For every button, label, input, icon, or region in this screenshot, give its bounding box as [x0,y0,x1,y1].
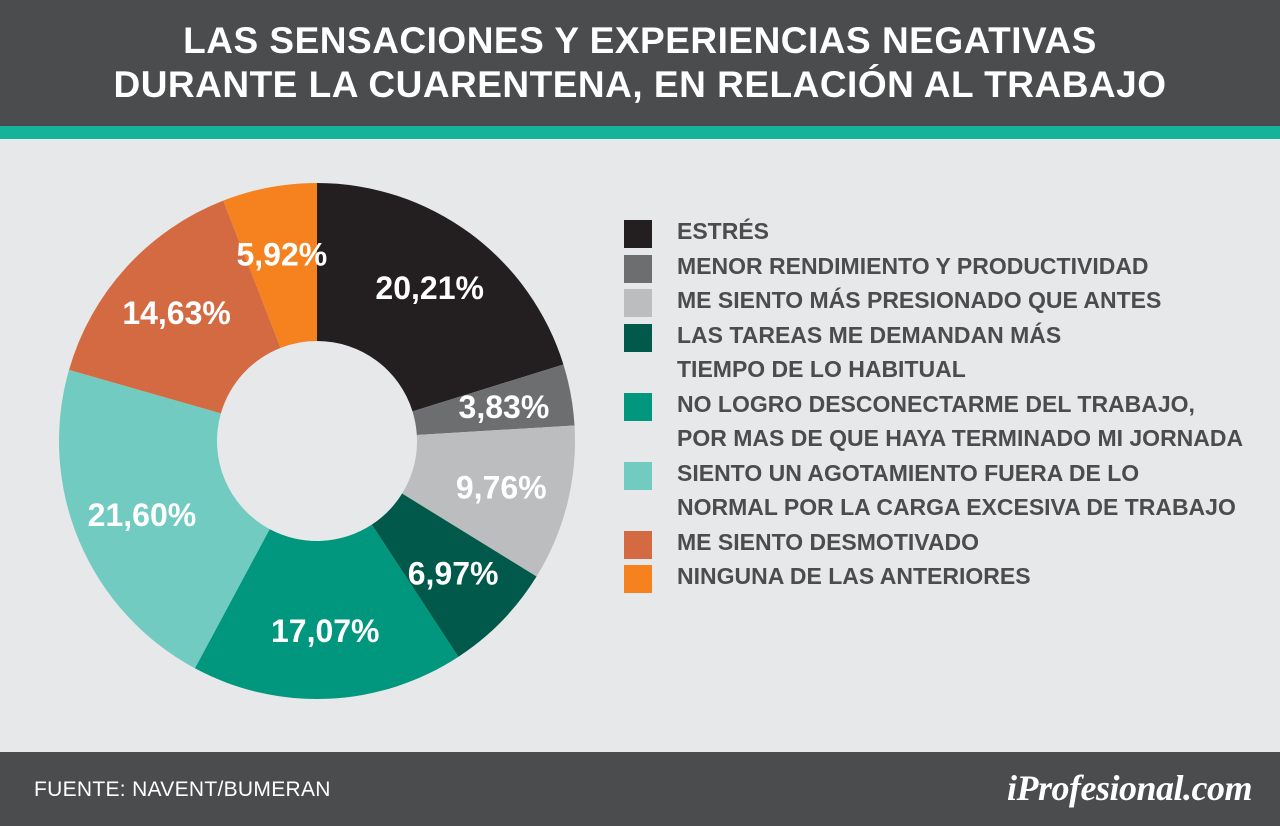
slice-label-desmotivado: 14,63% [122,295,231,331]
legend-label: SIENTO UN AGOTAMIENTO FUERA DE LO [677,459,1140,486]
legend-item-presionado: ME SIENTO MÁS PRESIONADO QUE ANTES [624,283,1264,318]
legend-item-agotamiento: SIENTO UN AGOTAMIENTO FUERA DE LO NORMAL … [624,456,1264,525]
legend-item-desconectarme: NO LOGRO DESCONECTARME DEL TRABAJO, POR M… [624,387,1264,456]
legend-label: ME SIENTO MÁS PRESIONADO QUE ANTES [677,287,1162,313]
title-line-1: LAS SENSACIONES Y EXPERIENCIAS NEGATIVAS [183,20,1097,61]
slice-label-menor-rendimiento: 3,83% [459,389,550,425]
legend: ESTRÉS MENOR RENDIMIENTO Y PRODUCTIVIDAD M… [624,214,1264,594]
legend-label: NO LOGRO DESCONECTARME DEL TRABAJO, [677,390,1195,417]
brand-logo: iProfesional.com [1007,768,1252,808]
donut-chart: 20,21% 3,83% 9,76% 6,97% 17,07% 21,60% 14,63%5… [59,183,575,699]
legend-label: ME SIENTO DESMOTIVADO [677,528,980,555]
legend-item-menor-rendimiento: MENOR RENDIMIENTO Y PRODUCTIVIDAD [624,249,1264,284]
slice-label-estres: 20,21% [375,270,484,306]
accent-bar [0,126,1280,139]
legend-item-tareas-tiempo: LAS TAREAS ME DEMANDAN MÁS TIEMPO DE LO H… [624,318,1264,387]
slice-presionado [402,425,575,577]
legend-swatch [624,289,652,317]
legend-label: LAS TAREAS ME DEMANDAN MÁS [677,321,1062,348]
title-line-2: DURANTE LA CUARENTENA, EN RELACIÓN AL TR… [113,64,1167,105]
legend-label: TIEMPO DE LO HABITUAL [677,356,966,382]
legend-item-estres: ESTRÉS [624,214,1264,249]
slice-tareas-tiempo [371,493,537,657]
slice-desconectarme [194,524,459,699]
legend-swatch [624,392,652,421]
legend-label: POR MAS DE QUE HAYA TERMINADO MI JORNADA [677,425,1244,451]
legend-item-ninguna: NINGUNA DE LAS ANTERIORES [624,559,1264,594]
legend-label: MENOR RENDIMIENTO Y PRODUCTIVIDAD [677,252,1149,279]
legend-swatch [624,461,652,490]
legend-swatch [624,254,652,283]
slice-ninguna [223,183,317,348]
legend-swatch [624,530,652,559]
slice-label-tareas-tiempo: 6,97% [408,556,499,592]
legend-swatch [624,323,652,352]
legend-swatch [624,220,652,248]
slice-label-ninguna: 5,92% [236,236,327,272]
slice-estres [317,183,564,412]
slice-agotamiento [59,369,270,669]
slice-label-agotamiento: 21,60% [88,497,197,533]
slice-menor-rendimiento [412,364,575,435]
legend-label: NINGUNA DE LAS ANTERIORES [677,563,1031,589]
legend-label: NORMAL POR LA CARGA EXCESIVA DE TRABAJO [677,494,1236,520]
slice-desmotivado [69,200,281,414]
legend-label: ESTRÉS [677,218,770,244]
slice-label-presionado: 9,76% [456,469,547,505]
legend-item-desmotivado: ME SIENTO DESMOTIVADO [624,525,1264,560]
header: LAS SENSACIONES Y EXPERIENCIAS NEGATIVAS… [0,0,1280,126]
slice-label-desconectarme: 17,07% [271,613,380,649]
legend-swatch [624,565,652,593]
source-text: FUENTE: NAVENT/BUMERAN [34,778,331,801]
footer: FUENTE: NAVENT/BUMERAN iProfesional.com [0,752,1280,826]
